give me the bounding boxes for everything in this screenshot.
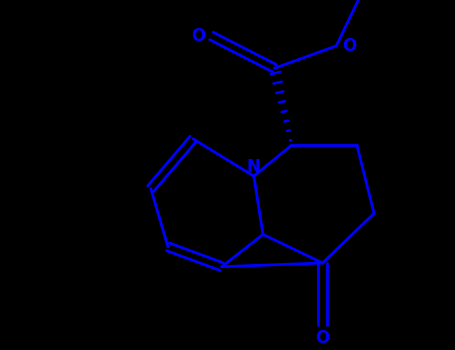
Text: O: O	[191, 27, 205, 45]
Text: O: O	[315, 329, 330, 348]
Text: O: O	[343, 37, 357, 55]
Text: N: N	[247, 158, 261, 176]
